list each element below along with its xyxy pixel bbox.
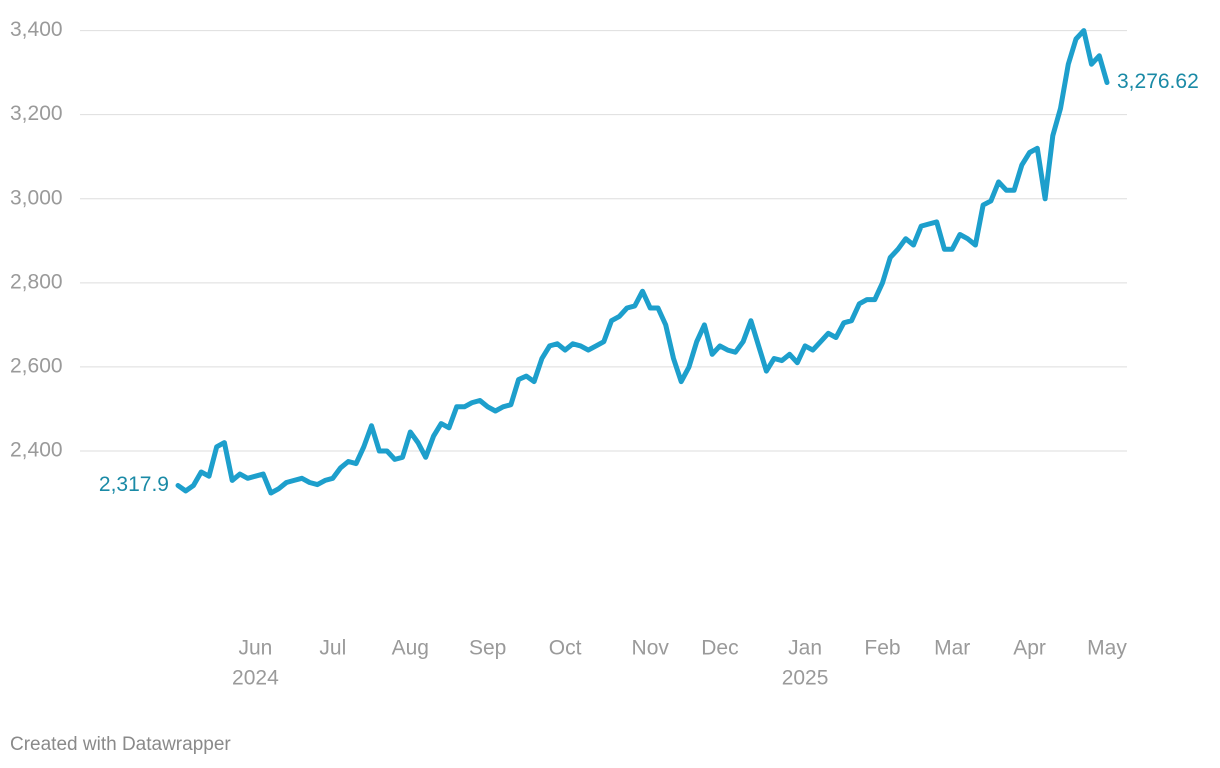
x-tick-label: Aug [392, 637, 429, 660]
value-label: 3,276.62 [1117, 70, 1199, 93]
x-tick-label: Nov [632, 637, 670, 660]
footer: Created with Datawrapper [10, 734, 231, 755]
y-tick-label: 3,400 [10, 18, 63, 41]
x-tick-year: 2024 [232, 667, 279, 690]
y-tick-label: 2,400 [10, 439, 63, 462]
x-tick-label: Jun [238, 637, 272, 660]
y-tick-label: 3,000 [10, 186, 63, 209]
value-label: 2,317.9 [99, 473, 169, 496]
x-tick-label: Jan [788, 637, 822, 660]
x-tick-label: Sep [469, 637, 506, 660]
line [175, 28, 1110, 496]
x-tick-label: Jul [319, 637, 346, 660]
y-tick-label: 3,200 [10, 102, 63, 125]
x-tick-label: Apr [1013, 637, 1046, 660]
x-tick-label: Mar [934, 637, 970, 660]
y-tick-label: 2,600 [10, 354, 63, 377]
x-tick-label: May [1087, 637, 1127, 660]
x-tick-year: 2025 [782, 667, 829, 690]
y-tick-label: 2,800 [10, 270, 63, 293]
x-tick-label: Feb [864, 637, 900, 660]
x-tick-label: Dec [701, 637, 738, 660]
x-tick-label: Oct [549, 637, 582, 660]
